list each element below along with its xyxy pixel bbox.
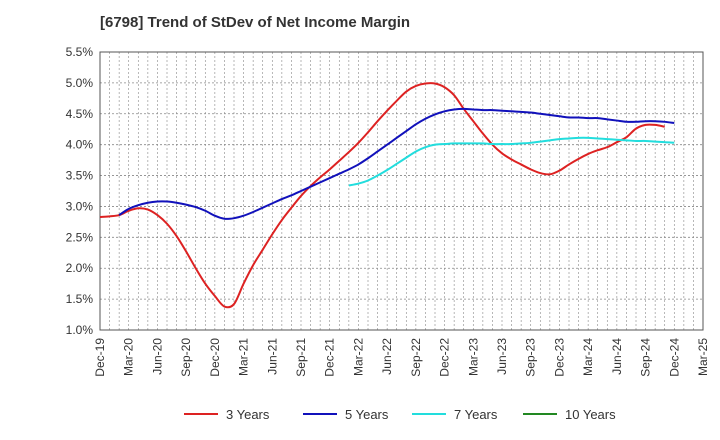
x-tick-label: Dec-24: [667, 338, 681, 377]
x-tick-label: Sep-22: [409, 338, 423, 377]
x-tick-label: Mar-21: [237, 338, 251, 376]
legend-label: 5 Years: [345, 407, 389, 422]
x-tick-label: Dec-19: [93, 338, 107, 377]
x-tick-label: Sep-21: [294, 338, 308, 377]
x-tick-label: Jun-20: [150, 338, 164, 375]
x-tick-label: Mar-20: [122, 338, 136, 376]
y-tick-label: 4.0%: [66, 138, 94, 152]
x-tick-label: Jun-23: [495, 338, 509, 375]
series-line-7-years: [348, 136, 675, 187]
x-tick-label: Dec-23: [552, 338, 566, 377]
legend-label: 7 Years: [454, 407, 498, 422]
series-line-3-years: [99, 82, 665, 309]
legend: 3 Years 5 Years 7 Years 10 Years: [184, 407, 616, 422]
x-tick-label: Sep-24: [639, 338, 653, 377]
y-tick-label: 2.0%: [66, 261, 94, 275]
x-tick-label: Mar-25: [696, 338, 710, 376]
x-tick-label: Jun-22: [380, 338, 394, 375]
plot-frame: [99, 51, 704, 331]
x-tick-label: Mar-24: [581, 338, 595, 376]
y-tick-label: 4.5%: [66, 107, 94, 121]
legend-label: 3 Years: [226, 407, 270, 422]
x-tick-label: Mar-22: [351, 338, 365, 376]
legend-label: 10 Years: [565, 407, 616, 422]
x-tick-label: Dec-21: [323, 338, 337, 377]
x-tick-label: Jun-21: [265, 338, 279, 375]
x-tick-label: Mar-23: [466, 338, 480, 376]
grid-layer: [99, 51, 704, 331]
x-tick-labels: Dec-19 Mar-20 Jun-20 Sep-20 Dec-20 Mar-21 Jun-…: [93, 338, 710, 377]
series-line-5-years: [118, 107, 675, 220]
y-tick-label: 5.5%: [66, 45, 94, 59]
x-tick-label: Dec-20: [208, 338, 222, 377]
y-tick-label: 3.0%: [66, 199, 94, 213]
x-tick-label: Sep-20: [179, 338, 193, 377]
y-tick-labels: 1.0% 1.5% 2.0% 2.5% 3.0% 3.5% 4.0% 4.5% 5.0% 5.5%: [66, 45, 94, 337]
y-tick-label: 1.0%: [66, 323, 94, 337]
series-layer: [99, 82, 675, 309]
y-tick-label: 5.0%: [66, 76, 94, 90]
x-tick-label: Jun-24: [610, 338, 624, 375]
y-tick-label: 3.5%: [66, 169, 94, 183]
y-tick-label: 1.5%: [66, 292, 94, 306]
x-tick-label: Sep-23: [524, 338, 538, 377]
chart-title: [6798] Trend of StDev of Net Income Marg…: [100, 14, 411, 31]
x-tick-label: Dec-22: [438, 338, 452, 377]
y-tick-label: 2.5%: [66, 230, 94, 244]
